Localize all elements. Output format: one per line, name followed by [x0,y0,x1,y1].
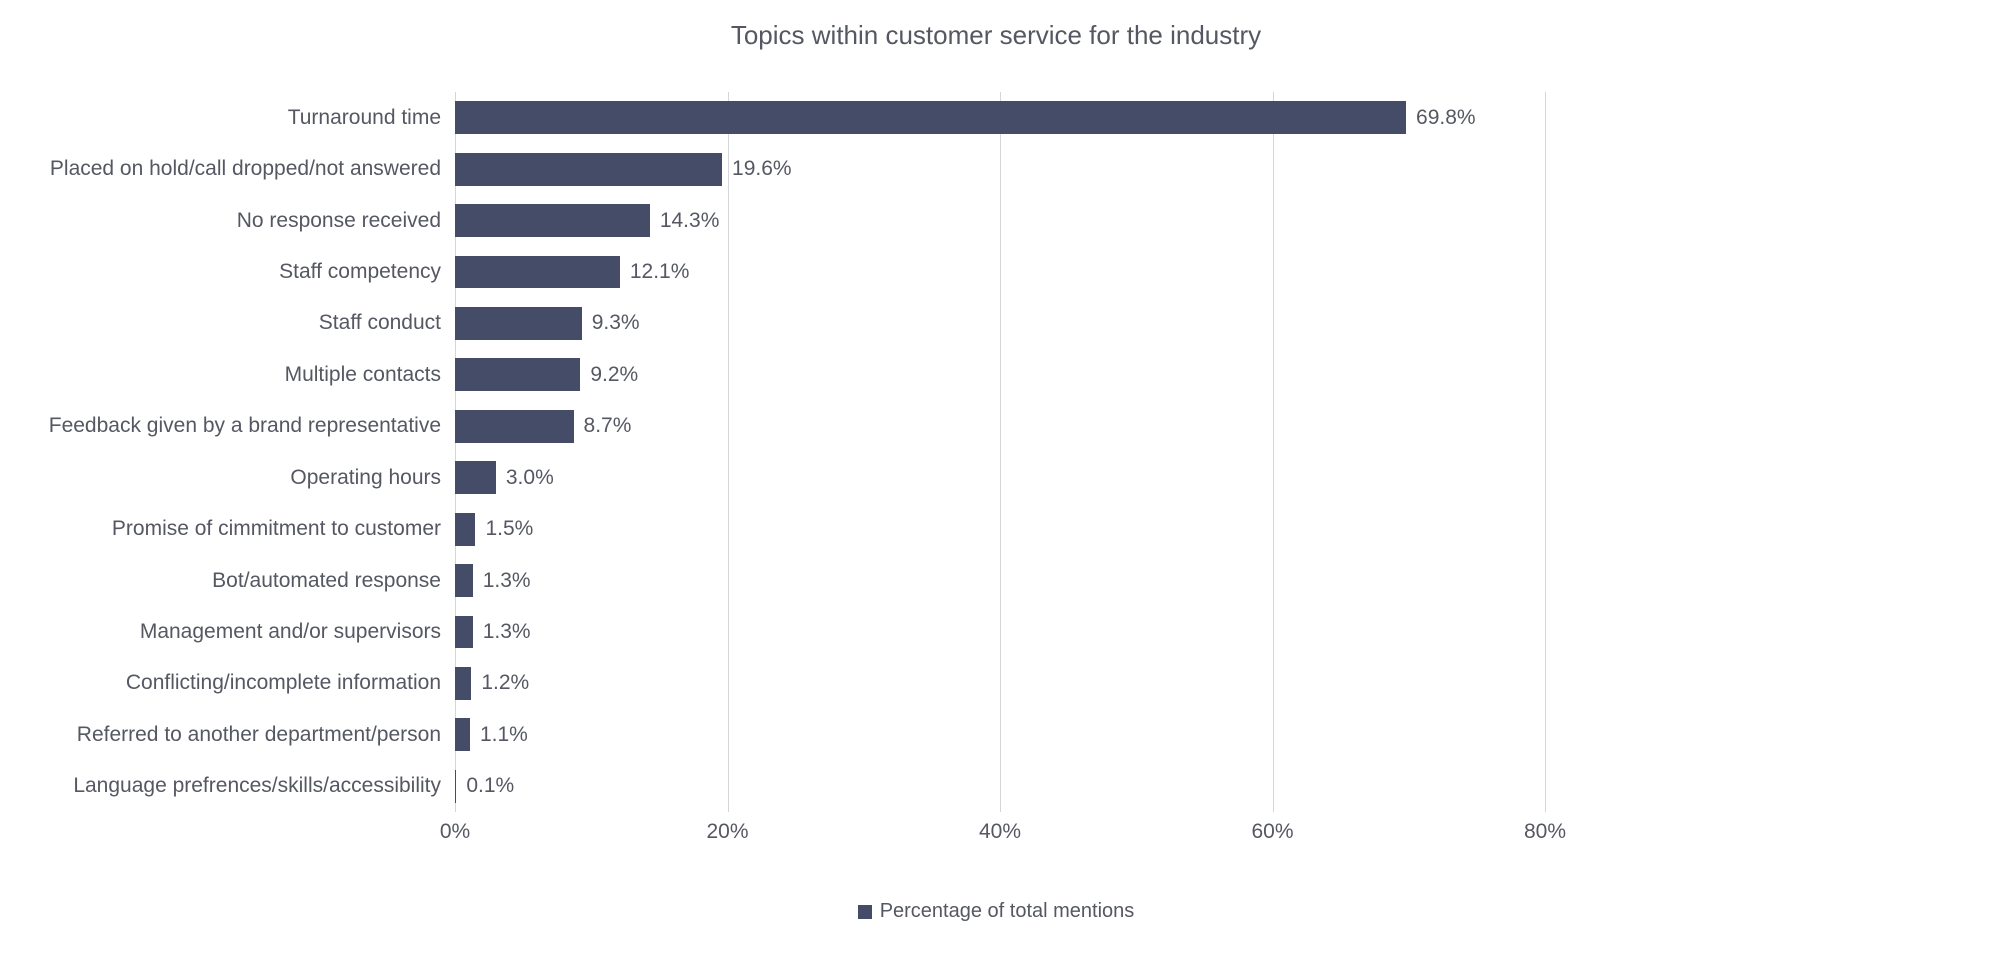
bar-row: Turnaround time69.8% [455,101,1545,134]
bar-row: Referred to another department/person1.1… [455,718,1545,751]
bar [455,358,580,391]
bar-value-label: 19.6% [722,157,792,181]
bar-row: Placed on hold/call dropped/not answered… [455,153,1545,186]
category-label: Feedback given by a brand representative [49,414,455,438]
bar [455,410,574,443]
bar [455,101,1406,134]
bar-row: Multiple contacts9.2% [455,358,1545,391]
bar-row: Bot/automated response1.3% [455,564,1545,597]
legend: Percentage of total mentions [0,900,1992,925]
bar-row: Conflicting/incomplete information1.2% [455,667,1545,700]
plot-area: 0%20%40%60%80%Turnaround time69.8%Placed… [455,92,1545,812]
bar-value-label: 1.3% [473,569,531,593]
bar [455,667,471,700]
bar [455,153,722,186]
category-label: Referred to another department/person [77,723,455,747]
bar-value-label: 1.5% [475,517,533,541]
x-tick-label: 20% [706,812,748,844]
bar [455,256,620,289]
category-label: Turnaround time [288,106,455,130]
legend-swatch-icon [858,905,872,919]
bar-row: Staff conduct9.3% [455,307,1545,340]
bar-row: No response received14.3% [455,204,1545,237]
bar [455,461,496,494]
bar-row: Promise of cimmitment to customer1.5% [455,513,1545,546]
bar-value-label: 1.1% [470,723,528,747]
gridline [1545,92,1546,812]
bar-row: Staff competency12.1% [455,256,1545,289]
category-label: No response received [237,209,455,233]
x-tick-label: 60% [1251,812,1293,844]
category-label: Operating hours [290,466,455,490]
category-label: Conflicting/incomplete information [126,671,455,695]
bar [455,513,475,546]
bar-value-label: 12.1% [620,260,690,284]
gridline [1000,92,1001,812]
bar-value-label: 3.0% [496,466,554,490]
bar-row: Language prefrences/skills/accessibility… [455,770,1545,803]
category-label: Language prefrences/skills/accessibility [73,774,455,798]
category-label: Bot/automated response [212,569,455,593]
gridline [455,92,456,812]
chart-container: Topics within customer service for the i… [0,0,1992,976]
bar-row: Management and/or supervisors1.3% [455,616,1545,649]
bar [455,564,473,597]
bar-value-label: 1.3% [473,620,531,644]
bar-value-label: 9.2% [580,363,638,387]
legend-label: Percentage of total mentions [880,900,1135,923]
bar-value-label: 8.7% [574,414,632,438]
bar-value-label: 69.8% [1406,106,1476,130]
legend-item: Percentage of total mentions [858,900,1135,923]
bar [455,616,473,649]
x-tick-label: 0% [440,812,470,844]
category-label: Staff conduct [319,311,455,335]
bar-value-label: 9.3% [582,311,640,335]
category-label: Multiple contacts [285,363,455,387]
x-tick-label: 80% [1524,812,1566,844]
bar-row: Feedback given by a brand representative… [455,410,1545,443]
bar-value-label: 1.2% [471,671,529,695]
bar-row: Operating hours3.0% [455,461,1545,494]
bar-value-label: 14.3% [650,209,720,233]
bar [455,204,650,237]
bar-value-label: 0.1% [456,774,514,798]
gridline [1273,92,1274,812]
bar [455,718,470,751]
category-label: Placed on hold/call dropped/not answered [50,157,455,181]
bar [455,307,582,340]
gridline [728,92,729,812]
x-tick-label: 40% [979,812,1021,844]
chart-title: Topics within customer service for the i… [0,20,1992,51]
category-label: Promise of cimmitment to customer [112,517,455,541]
category-label: Staff competency [279,260,455,284]
category-label: Management and/or supervisors [140,620,455,644]
